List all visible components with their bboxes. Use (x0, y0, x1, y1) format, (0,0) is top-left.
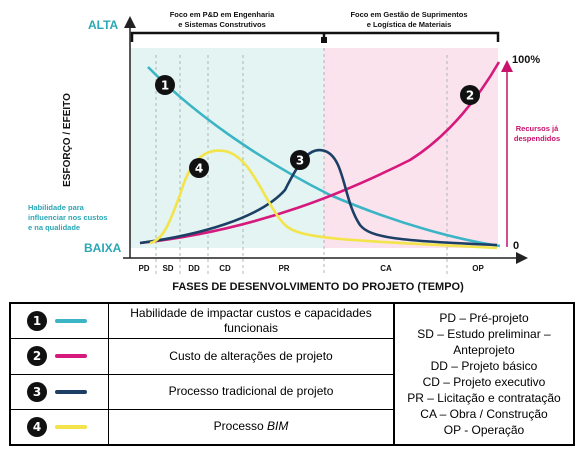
marker-3: 3 (290, 150, 310, 170)
legend-key-2: 2 (11, 339, 109, 374)
abbr-pr: PR – Licitação e contratação (407, 391, 561, 405)
legend-key-4: 4 (11, 409, 109, 444)
abbr-cd: CD – Projeto executivo (422, 375, 546, 389)
legend-line-swatch-1 (55, 319, 87, 324)
legend-row-4: 4 Processo BIM (11, 409, 393, 444)
legend-key-1: 1 (11, 304, 109, 339)
marker-3-label: 3 (296, 154, 304, 168)
legend-row-1: 1 Habilidade de impactar custos e capaci… (11, 304, 393, 340)
abbr-sd: SD – Estudo preliminar – Anteprojeto (417, 327, 551, 357)
legend-number-1: 1 (27, 311, 47, 332)
phase-separators (155, 48, 448, 276)
legend-line-swatch-3 (55, 389, 87, 394)
legend-line-swatch-2 (55, 354, 87, 359)
bracket-center-dot (321, 37, 327, 43)
focus-left-label: Foco em P&D em Engenharia e Sistemas Cons… (170, 10, 275, 29)
project-phases-diagram: 1 2 3 4 ALTA BAIXA ESFORÇO / EFEITO FASE… (28, 10, 560, 293)
right-note: Recursos já despendidos (514, 124, 560, 143)
legend-key-3: 3 (11, 374, 109, 409)
y-axis-label: ESFORÇO / EFEITO (62, 93, 73, 187)
legend-text-1: Habilidade de impactar custos e capacida… (130, 306, 372, 336)
x-axis-label: FASES DE DESENVOLVIMENTO DO PROJETO (TEM… (172, 281, 464, 293)
legend-text-4: Processo BIM (213, 419, 289, 434)
marker-2-label: 2 (466, 89, 474, 103)
legend-number-4: 4 (27, 416, 47, 437)
right-phase-region (324, 48, 498, 248)
left-note: Habilidade para influenciar nos custos e n… (28, 203, 108, 232)
right-top-label: 100% (512, 54, 540, 66)
y-low-label: BAIXA (84, 241, 122, 255)
marker-4: 4 (189, 158, 209, 178)
phase-pd: PD (138, 264, 149, 273)
curve-3-traditional-process (139, 148, 498, 247)
focus-brackets (130, 31, 500, 42)
phase-pr: PR (278, 264, 289, 273)
legend-line-swatch-4 (55, 424, 87, 429)
marker-2: 2 (460, 85, 480, 105)
focus-right-label: Foco em Gestão de Suprimentos e Logística… (350, 10, 467, 29)
marker-4-label: 4 (195, 162, 203, 176)
phase-sd: SD (162, 264, 173, 273)
abbreviations-list: PD – Pré-projeto SD – Estudo preliminar … (395, 304, 573, 444)
legend-text-3: Processo tradicional de projeto (168, 384, 334, 399)
legend-row-3: 3 Processo tradicional de projeto (11, 374, 393, 410)
legend-table: 1 Habilidade de impactar custos e capaci… (9, 302, 575, 446)
abbr-dd: DD – Projeto básico (430, 359, 538, 373)
abbr-pd: PD – Pré-projeto (439, 311, 529, 325)
legend-number-2: 2 (27, 346, 47, 367)
curve-4-bim-process (149, 149, 498, 250)
legend-curves: 1 Habilidade de impactar custos e capaci… (11, 304, 395, 444)
marker-1: 1 (155, 75, 175, 95)
y-high-label: ALTA (88, 18, 119, 32)
legend-number-3: 3 (27, 381, 47, 402)
right-bottom-label: 0 (513, 240, 519, 252)
legend-row-2: 2 Custo de alterações de projeto (11, 339, 393, 375)
phase-op: OP (472, 264, 484, 273)
phase-dd: DD (188, 264, 200, 273)
abbr-op: OP - Operação (443, 423, 525, 437)
phase-labels: PD SD DD CD PR CA OP (138, 264, 484, 273)
marker-1-label: 1 (161, 79, 169, 93)
abbr-ca: CA – Obra / Construção (420, 407, 548, 421)
phase-ca: CA (380, 264, 392, 273)
legend-text-2: Custo de alterações de projeto (169, 348, 333, 363)
phase-cd: CD (219, 264, 231, 273)
